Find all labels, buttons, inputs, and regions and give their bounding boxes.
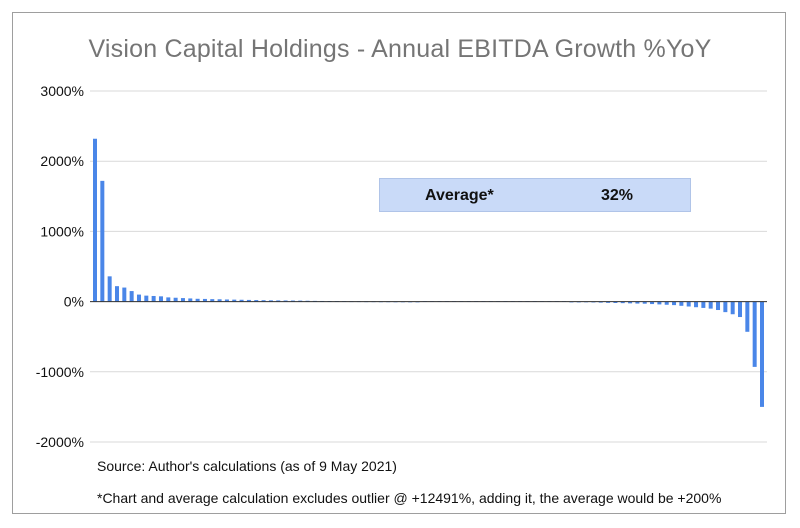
bar: [628, 301, 633, 304]
bar: [606, 301, 611, 303]
chart-frame: [12, 12, 786, 514]
bar: [672, 301, 677, 306]
bar: [276, 300, 281, 302]
bar: [730, 301, 735, 315]
gridlines: [90, 90, 767, 443]
y-tick-label: 3000%: [40, 83, 84, 99]
bar: [151, 295, 156, 302]
bar: [114, 286, 119, 302]
bar: [180, 298, 185, 302]
source-note: Source: Author's calculations (as of 9 M…: [97, 458, 397, 474]
average-annotation-box: Average* 32%: [379, 178, 691, 212]
chart-title: Vision Capital Holdings - Annual EBITDA …: [88, 35, 712, 63]
bar: [261, 300, 266, 302]
bar: [760, 301, 764, 407]
bar: [686, 301, 691, 307]
bar: [173, 297, 178, 302]
y-tick-label: -2000%: [36, 434, 84, 450]
bar: [166, 297, 171, 302]
bar: [650, 301, 655, 305]
bar: [246, 299, 251, 302]
bar: [657, 301, 662, 305]
average-value: 32%: [601, 187, 634, 204]
bar: [716, 301, 721, 311]
bar: [598, 301, 603, 303]
bar: [217, 299, 222, 302]
bar: [701, 301, 706, 308]
bar: [268, 300, 273, 302]
bar: [100, 180, 105, 302]
footnote: *Chart and average calculation excludes …: [97, 490, 722, 506]
bar: [122, 287, 127, 302]
bar: [232, 299, 237, 302]
bar: [635, 301, 640, 304]
bar: [664, 301, 669, 305]
bar: [708, 301, 713, 309]
y-tick-label: 2000%: [40, 153, 84, 169]
bar: [745, 301, 750, 332]
bar: [129, 291, 134, 302]
average-label: Average*: [425, 187, 494, 204]
bar: [195, 298, 200, 302]
bar: [283, 300, 288, 302]
bar: [107, 276, 112, 302]
bar: [752, 301, 757, 367]
bar: [158, 296, 163, 302]
bar: [202, 298, 207, 302]
bar: [613, 301, 618, 303]
bar: [620, 301, 625, 304]
bar: [239, 299, 244, 302]
bar: [642, 301, 647, 304]
bar: [224, 299, 229, 302]
y-axis-tick-labels: 3000% 2000% 1000% 0% -1000% -2000%: [36, 83, 84, 450]
y-tick-label: -1000%: [36, 364, 84, 380]
bar: [210, 299, 215, 302]
bar: [290, 300, 295, 302]
bar: [188, 298, 193, 302]
bar: [738, 301, 743, 318]
bar: [144, 295, 149, 302]
bar: [679, 301, 684, 306]
bar: [93, 138, 97, 302]
bar: [254, 300, 259, 302]
bar: [723, 301, 728, 313]
y-tick-label: 1000%: [40, 223, 84, 239]
bar: [694, 301, 699, 308]
y-tick-label: 0%: [64, 294, 84, 310]
bar: [136, 294, 141, 302]
